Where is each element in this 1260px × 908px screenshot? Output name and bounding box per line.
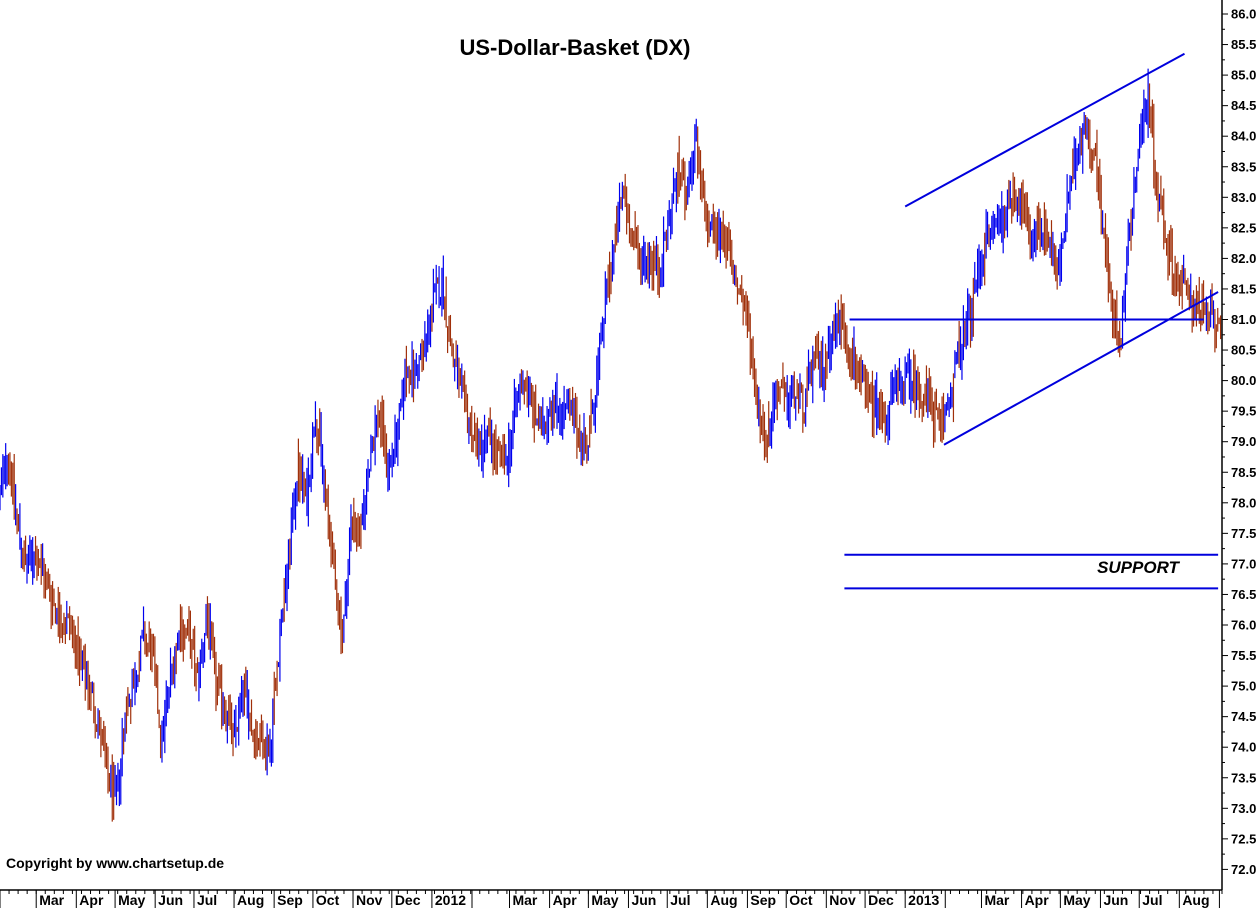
y-tick-label: 79.0 <box>1231 434 1256 449</box>
x-month-label: May <box>1063 892 1090 908</box>
x-month-label: Sep <box>277 892 303 908</box>
y-tick-label: 72.0 <box>1231 862 1256 877</box>
y-tick-label: 84.5 <box>1231 98 1256 113</box>
x-month-label: Nov <box>829 892 856 908</box>
y-tick-label: 85.5 <box>1231 37 1256 52</box>
y-tick-label: 77.5 <box>1231 526 1256 541</box>
y-tick-label: 80.5 <box>1231 343 1256 358</box>
x-month-label: Jul <box>1142 892 1162 908</box>
y-tick-label: 83.5 <box>1231 159 1256 174</box>
x-month-label: Oct <box>316 892 340 908</box>
y-tick-label: 75.5 <box>1231 648 1256 663</box>
x-month-label: Sep <box>750 892 776 908</box>
x-month-label: Dec <box>868 892 894 908</box>
y-tick-label: 83.0 <box>1231 190 1256 205</box>
y-tick-label: 73.0 <box>1231 801 1256 816</box>
y-axis: 72.0 72.5 73.0 73.5 74.0 74.5 75.0 75.5 76.0 76.5… <box>1221 0 1256 890</box>
x-month-label: Jun <box>631 892 656 908</box>
y-tick-label: 81.5 <box>1231 281 1256 296</box>
y-tick-label: 79.5 <box>1231 404 1256 419</box>
trendlines <box>844 52 1219 590</box>
y-tick-label: 78.5 <box>1231 465 1256 480</box>
x-month-label: Apr <box>1025 892 1050 908</box>
copyright-text: Copyright by www.chartsetup.de <box>6 855 224 871</box>
trendline-lower-channel <box>943 291 1219 446</box>
x-month-label: Apr <box>553 892 578 908</box>
y-tick-label: 85.0 <box>1231 68 1256 83</box>
y-tick-label: 77.0 <box>1231 556 1256 571</box>
x-month-label: Aug <box>710 892 737 908</box>
y-tick-label: 74.5 <box>1231 709 1256 724</box>
y-tick-label: 73.5 <box>1231 770 1256 785</box>
x-month-label: May <box>118 892 145 908</box>
x-month-label: Jun <box>158 892 183 908</box>
y-tick-label: 84.0 <box>1231 129 1256 144</box>
y-tick-label: 82.0 <box>1231 251 1256 266</box>
x-month-label: May <box>591 892 618 908</box>
x-month-label: Nov <box>356 892 383 908</box>
trendline-upper-channel <box>904 52 1185 208</box>
support-label: SUPPORT <box>1097 558 1180 577</box>
x-month-label: Mar <box>984 892 1009 908</box>
x-month-label: Mar <box>512 892 537 908</box>
x-month-label: Jun <box>1103 892 1128 908</box>
y-tick-label: 76.0 <box>1231 618 1256 633</box>
x-month-label: 2012 <box>435 892 466 908</box>
y-tick-label: 74.0 <box>1231 740 1256 755</box>
x-axis: Mar Apr May Jun Jul Aug Sep Oct Nov Dec 2012 Mar Apr… <box>0 889 1223 908</box>
x-month-label: 2013 <box>908 892 939 908</box>
y-tick-label: 82.5 <box>1231 220 1256 235</box>
y-tick-label: 75.0 <box>1231 679 1256 694</box>
y-tick-label: 80.0 <box>1231 373 1256 388</box>
x-month-label: Jul <box>197 892 217 908</box>
y-tick-label: 72.5 <box>1231 831 1256 846</box>
x-month-label: Oct <box>789 892 813 908</box>
x-month-label: Mar <box>39 892 64 908</box>
x-month-label: Jul <box>670 892 690 908</box>
x-month-label: Aug <box>1182 892 1209 908</box>
y-tick-label: 81.0 <box>1231 312 1256 327</box>
x-month-label: Dec <box>395 892 421 908</box>
chart-title: US-Dollar-Basket (DX) <box>459 35 690 60</box>
price-bars <box>0 68 1222 822</box>
x-month-label: Apr <box>79 892 104 908</box>
y-tick-label: 86.0 <box>1231 7 1256 22</box>
y-tick-label: 76.5 <box>1231 587 1256 602</box>
x-month-label: Aug <box>237 892 264 908</box>
y-tick-label: 78.0 <box>1231 495 1256 510</box>
